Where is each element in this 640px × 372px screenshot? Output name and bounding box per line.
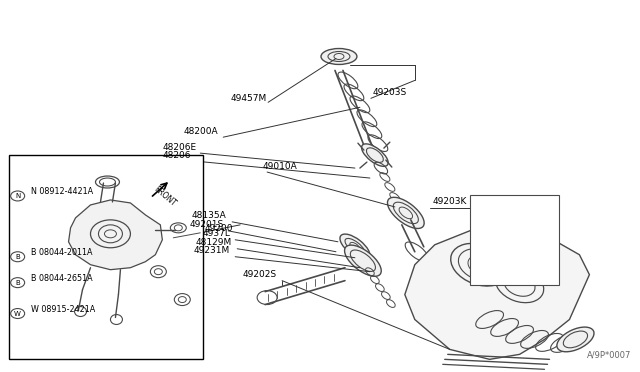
- Text: 4937L: 4937L: [202, 229, 230, 238]
- Text: B: B: [15, 280, 20, 286]
- Text: 49231M: 49231M: [194, 246, 230, 255]
- Text: 49203S: 49203S: [373, 88, 407, 97]
- Text: 49202S: 49202S: [243, 270, 277, 279]
- Text: 48200A: 48200A: [184, 127, 218, 136]
- Text: N 08912-4421A: N 08912-4421A: [31, 187, 93, 196]
- Text: W: W: [14, 311, 21, 317]
- Text: 49200: 49200: [204, 224, 233, 233]
- Ellipse shape: [362, 144, 388, 166]
- Text: 48206E: 48206E: [162, 142, 196, 152]
- Text: B 08044-2011A: B 08044-2011A: [31, 248, 92, 257]
- Text: 48135A: 48135A: [191, 211, 226, 220]
- Bar: [470, 195, 559, 285]
- Text: 48206: 48206: [163, 151, 191, 160]
- Polygon shape: [68, 200, 163, 270]
- Text: 49457M: 49457M: [231, 94, 267, 103]
- Polygon shape: [405, 215, 589, 359]
- Text: W 08915-2421A: W 08915-2421A: [31, 305, 95, 314]
- Ellipse shape: [344, 245, 381, 276]
- Text: 49010A: 49010A: [262, 161, 297, 171]
- Ellipse shape: [321, 48, 357, 64]
- Text: 49201S: 49201S: [190, 220, 224, 230]
- Text: N: N: [15, 193, 20, 199]
- Text: 48129M: 48129M: [196, 238, 232, 247]
- Text: A/9P*0007: A/9P*0007: [587, 350, 631, 359]
- Text: 49203K: 49203K: [433, 198, 467, 206]
- Ellipse shape: [387, 197, 424, 228]
- Text: FRONT: FRONT: [152, 184, 178, 208]
- Text: B 08044-2651A: B 08044-2651A: [31, 274, 92, 283]
- Ellipse shape: [557, 327, 594, 352]
- Text: B: B: [15, 254, 20, 260]
- Bar: [9, 155, 204, 359]
- Ellipse shape: [340, 234, 370, 260]
